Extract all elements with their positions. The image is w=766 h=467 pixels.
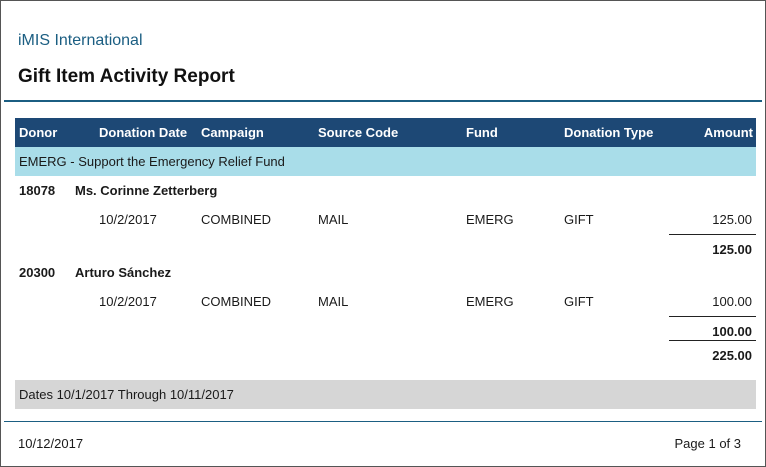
gift-campaign: COMBINED [201,212,272,227]
gift-campaign: COMBINED [201,294,272,309]
footer-divider [4,421,762,422]
gift-amount: 125.00 [712,212,752,227]
printed-date: 10/12/2017 [18,436,84,451]
gift-fund: EMERG [466,212,514,227]
table-header: Donor Donation Date Campaign Source Code… [15,118,756,147]
column-header-donation-type: Donation Type [564,125,654,140]
date-range-text: Dates 10/1/2017 Through 10/11/2017 [19,387,234,402]
header-divider [4,100,762,102]
column-header-amount: Amount [703,125,753,140]
column-header-donation-date: Donation Date [99,125,188,140]
report-title: Gift Item Activity Report [18,66,235,87]
donor-subtotal: 100.00 [712,324,752,339]
fund-group-total: 225.00 [712,348,752,363]
gift-fund: EMERG [466,294,514,309]
page-indicator: Page 1 of 3 [674,436,742,451]
donor-subtotal: 125.00 [712,242,752,257]
fund-group-label: EMERG - Support the Emergency Relief Fun… [19,154,285,169]
donor-id: 20300 [19,265,56,280]
donor-name: Arturo Sánchez [75,265,172,280]
group-total-rule [669,340,756,341]
fund-group-header: EMERG - Support the Emergency Relief Fun… [15,147,756,176]
donor-name: Ms. Corinne Zetterberg [75,183,218,198]
organization-name: iMIS International [18,32,143,49]
column-header-fund: Fund [466,125,498,140]
subtotal-rule [669,234,756,235]
column-header-donor: Donor [19,125,58,140]
gift-type: GIFT [564,294,594,309]
gift-source-code: MAIL [318,294,349,309]
gift-type: GIFT [564,212,594,227]
gift-date: 10/2/2017 [99,212,157,227]
gift-date: 10/2/2017 [99,294,157,309]
gift-amount: 100.00 [712,294,752,309]
date-range-bar: Dates 10/1/2017 Through 10/11/2017 [15,380,756,409]
column-header-source-code: Source Code [318,125,399,140]
gift-source-code: MAIL [318,212,349,227]
column-header-campaign: Campaign [201,125,264,140]
subtotal-rule [669,316,756,317]
donor-id: 18078 [19,183,56,198]
